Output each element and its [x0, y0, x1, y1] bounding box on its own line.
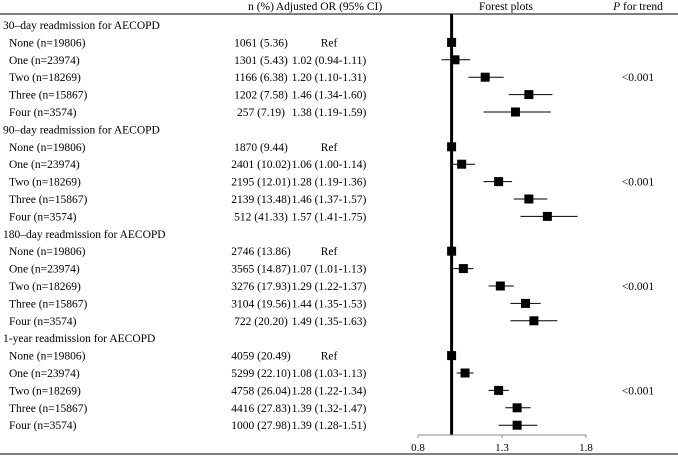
row-or-ci: 1.49 (1.35-1.63) — [292, 316, 367, 328]
row-n-percent: 1202 (7.58) — [234, 90, 288, 102]
row-n-percent: 2401 (10.02) — [231, 159, 291, 171]
header-n-percent: n (%) — [248, 1, 274, 13]
row-label: Three (n=15867) — [9, 194, 88, 206]
or-square-marker — [450, 55, 460, 65]
row-n-percent: 2195 (12.01) — [231, 177, 291, 189]
section-title: 180–day readmission for AECOPD — [3, 229, 166, 241]
or-square-marker — [542, 211, 552, 221]
row-label: None (n=19806) — [9, 142, 86, 154]
row-label: Four (n=3574) — [9, 107, 77, 119]
row-n-percent: 4416 (27.83) — [231, 403, 291, 415]
row-n-percent: 1000 (27.98) — [231, 420, 291, 432]
row-label: One (n=23974) — [9, 159, 80, 171]
row-label: None (n=19806) — [9, 37, 86, 49]
or-square-marker — [524, 194, 534, 204]
header-p-letter: P — [612, 1, 620, 13]
p-trend-value: <0.001 — [622, 281, 655, 293]
row-or-ci: 1.28 (1.19-1.36) — [292, 177, 367, 189]
row-or-ci: Ref — [321, 246, 338, 258]
row-or-ci: 1.39 (1.28-1.51) — [292, 420, 367, 432]
row-n-percent: 1870 (9.44) — [234, 142, 288, 154]
row-label: Three (n=15867) — [9, 298, 88, 310]
row-label: Two (n=18269) — [9, 385, 81, 397]
row-or-ci: 1.02 (0.94-1.11) — [292, 55, 366, 67]
row-n-percent: 5299 (22.10) — [231, 368, 291, 380]
row-or-ci: 1.57 (1.41-1.75) — [292, 211, 367, 223]
row-n-percent: 722 (20.20) — [234, 316, 288, 328]
section-title: 1-year readmission for AECOPD — [3, 333, 155, 345]
or-square-marker — [521, 298, 531, 308]
section-title: 30–day readmission for AECOPD — [3, 20, 160, 32]
or-square-marker — [457, 159, 467, 169]
row-n-percent: 257 (7.19) — [237, 107, 285, 119]
header-p-for-trend: P for trend — [612, 1, 663, 13]
row-n-percent: 1166 (6.38) — [234, 72, 287, 84]
row-or-ci: 1.20 (1.10-1.31) — [292, 72, 367, 84]
row-label: Two (n=18269) — [9, 281, 81, 293]
x-tick-label: 0.8 — [411, 442, 425, 454]
row-or-ci: Ref — [321, 37, 338, 49]
row-n-percent: 1061 (5.36) — [234, 37, 288, 49]
row-or-ci: 1.08 (1.03-1.13) — [292, 368, 367, 380]
row-n-percent: 4059 (20.49) — [231, 351, 291, 363]
p-trend-value: <0.001 — [622, 385, 655, 397]
row-n-percent: 1301 (5.43) — [234, 55, 288, 67]
or-square-marker — [512, 403, 522, 413]
row-label: Three (n=15867) — [9, 90, 88, 102]
section-title: 90–day readmission for AECOPD — [3, 124, 160, 136]
row-label: Three (n=15867) — [9, 403, 88, 415]
row-label: One (n=23974) — [9, 264, 80, 276]
p-trend-value: <0.001 — [622, 72, 655, 84]
row-label: Four (n=3574) — [9, 316, 77, 328]
row-or-ci: 1.07 (1.01-1.13) — [292, 264, 367, 276]
row-or-ci: 1.28 (1.22-1.34) — [292, 385, 367, 397]
row-n-percent: 2139 (13.48) — [231, 194, 291, 206]
or-square-marker — [510, 107, 520, 117]
x-tick-label: 1.3 — [495, 442, 509, 454]
row-label: Four (n=3574) — [9, 211, 77, 223]
header-p-suffix: for trend — [620, 1, 663, 13]
row-n-percent: 4758 (26.04) — [231, 385, 291, 397]
row-label: Two (n=18269) — [9, 177, 81, 189]
or-square-marker — [494, 177, 504, 187]
row-n-percent: 512 (41.33) — [234, 211, 288, 223]
or-square-marker — [524, 90, 534, 100]
row-or-ci: 1.29 (1.22-1.37) — [292, 281, 367, 293]
or-square-marker — [458, 264, 468, 274]
row-n-percent: 3565 (14.87) — [231, 264, 291, 276]
row-label: None (n=19806) — [9, 246, 86, 258]
row-or-ci: 1.06 (1.00-1.14) — [292, 159, 367, 171]
or-square-marker — [460, 368, 470, 378]
p-trend-value: <0.001 — [622, 177, 655, 189]
row-n-percent: 3276 (17.93) — [231, 281, 291, 293]
row-or-ci: Ref — [321, 351, 338, 363]
row-label: Four (n=3574) — [9, 420, 77, 432]
or-square-marker — [494, 385, 504, 395]
row-or-ci: 1.39 (1.32-1.47) — [292, 403, 367, 415]
row-label: One (n=23974) — [9, 368, 80, 380]
x-tick-label: 1.8 — [579, 442, 593, 454]
header-adjusted-or: Adjusted OR (95% CI) — [276, 1, 383, 13]
or-square-marker — [529, 316, 539, 326]
row-or-ci: 1.46 (1.37-1.57) — [292, 194, 367, 206]
row-or-ci: 1.46 (1.34-1.60) — [292, 90, 367, 102]
row-or-ci: 1.38 (1.19-1.59) — [292, 107, 367, 119]
or-square-marker — [512, 420, 522, 430]
row-or-ci: Ref — [321, 142, 338, 154]
or-square-marker — [495, 281, 505, 291]
row-label: Two (n=18269) — [9, 72, 81, 84]
or-square-marker — [480, 72, 490, 82]
row-or-ci: 1.44 (1.35-1.53) — [292, 298, 367, 310]
row-label: One (n=23974) — [9, 55, 80, 67]
row-label: None (n=19806) — [9, 351, 86, 363]
row-n-percent: 3104 (19.56) — [231, 298, 291, 310]
header-forest-plots: Forest plots — [479, 1, 534, 13]
row-n-percent: 2746 (13.86) — [231, 246, 291, 258]
